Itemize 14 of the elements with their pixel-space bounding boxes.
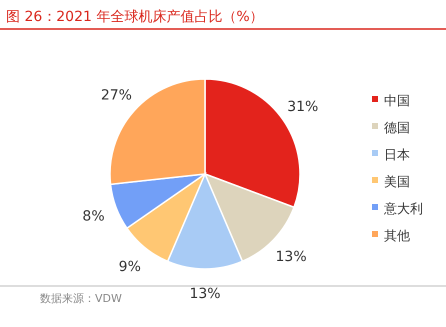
data-label: 31% (287, 99, 318, 116)
legend-label: 其他 (384, 229, 410, 244)
legend-label: 中国 (384, 94, 410, 109)
legend-label: 美国 (384, 174, 410, 190)
data-label: 13% (189, 286, 221, 302)
data-label: 8% (82, 208, 105, 225)
legend-label: 日本 (384, 148, 410, 163)
legend-label: 德国 (384, 121, 410, 136)
data-label: 9% (118, 259, 141, 276)
source-note: 数据来源：VDW (40, 292, 122, 305)
chart-title: 图 26：2021 年全球机床产值占比（%） (6, 9, 264, 25)
data-label: 27% (100, 88, 132, 104)
data-label: 13% (276, 249, 307, 266)
legend-label: 意大利 (383, 202, 423, 217)
